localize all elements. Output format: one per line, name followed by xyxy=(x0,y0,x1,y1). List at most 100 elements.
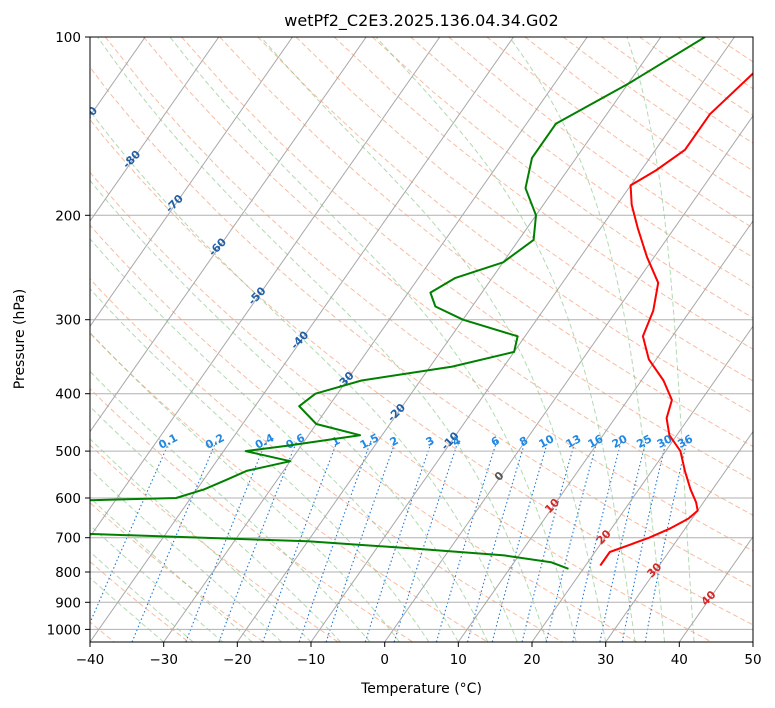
mixing-ratio-line xyxy=(185,440,267,642)
dry-adiabat xyxy=(90,332,488,642)
mixing-ratio-line xyxy=(491,440,549,642)
x-tick-label: 40 xyxy=(671,652,688,668)
dry-adiabat xyxy=(143,37,753,516)
y-tick-label: 900 xyxy=(55,595,81,611)
isotherm-line xyxy=(90,37,293,328)
isotherm-label: -80 xyxy=(120,148,143,172)
isotherm-label: 30 xyxy=(644,560,664,580)
isotherm-label: -30 xyxy=(334,369,357,393)
dry-adiabats xyxy=(90,37,753,642)
x-tick-label: −40 xyxy=(76,652,105,668)
moist-adiabat xyxy=(90,238,459,642)
y-tick-label: 400 xyxy=(55,387,81,403)
dry-adiabat xyxy=(90,502,264,642)
mixing-ratio-label: 0.1 xyxy=(156,431,179,452)
moist-adiabat xyxy=(90,331,400,642)
y-axis-label: Pressure (hPa) xyxy=(12,289,28,389)
mixing-ratio-line xyxy=(521,440,576,642)
x-tick-label: 30 xyxy=(597,652,614,668)
pressure-grid xyxy=(90,37,753,630)
temperature-profile xyxy=(599,71,753,567)
moist-adiabat xyxy=(90,497,253,642)
isotherm-line xyxy=(163,37,588,642)
moist-adiabat xyxy=(90,468,282,642)
y-tick-label: 300 xyxy=(55,313,81,329)
moist-adiabats xyxy=(90,37,695,642)
isotherm-line xyxy=(531,325,753,642)
mixing-ratio-label: 25 xyxy=(634,432,654,451)
mixing-ratio-line xyxy=(325,440,397,642)
moist-adiabat xyxy=(90,179,489,642)
isotherm-label: 20 xyxy=(594,527,614,547)
dry-adiabat xyxy=(104,37,753,552)
dry-adiabat xyxy=(90,560,190,642)
isotherm-line xyxy=(90,37,514,642)
mixing-ratio-line xyxy=(364,440,433,642)
mixing-ratio-label: 20 xyxy=(610,432,630,451)
mixing-ratio-line xyxy=(131,440,218,642)
dry-adiabat xyxy=(410,37,753,289)
mixing-ratio-line xyxy=(572,440,622,642)
moist-adiabat xyxy=(375,37,636,642)
mixing-ratio-label: 30 xyxy=(655,432,675,451)
dry-adiabat xyxy=(90,278,563,642)
mixing-ratio-label: 0.2 xyxy=(203,431,226,452)
x-axis: −40 −30 −20 −10 0 10 20 30 40 50 xyxy=(76,642,762,668)
mixing-ratio-label: 6 xyxy=(489,434,502,449)
isotherm-line xyxy=(90,37,441,538)
dry-adiabat xyxy=(333,37,753,350)
y-tick-label: 1000 xyxy=(47,622,81,638)
isotherm-label: -40 xyxy=(288,328,311,352)
mixing-ratio-line xyxy=(545,440,598,642)
y-tick-label: 600 xyxy=(55,491,81,507)
isotherm-line xyxy=(605,430,753,642)
isotherm-line xyxy=(678,535,753,642)
x-axis-label: Temperature (°C) xyxy=(360,681,482,697)
isotherm-line xyxy=(310,37,735,642)
plot-frame xyxy=(89,36,754,643)
x-tick-label: −10 xyxy=(297,652,326,668)
mixing-ratio-line xyxy=(298,440,372,642)
mixing-ratio-line xyxy=(393,440,459,642)
dry-adiabat xyxy=(372,37,753,319)
mixing-ratio-line xyxy=(262,440,339,642)
mixing-ratio-label: 1 xyxy=(329,434,342,449)
isotherm-line xyxy=(752,641,753,642)
profiles xyxy=(90,37,753,570)
mixing-ratio-label: 3 xyxy=(424,434,437,449)
mixing-ratio-label: 13 xyxy=(564,432,584,451)
dry-adiabat xyxy=(715,37,753,63)
y-tick-label: 100 xyxy=(55,30,81,46)
mixing-ratio-line xyxy=(435,440,498,642)
dry-adiabat xyxy=(90,66,753,588)
moist-adiabat xyxy=(90,551,194,642)
moist-adiabat xyxy=(97,37,548,642)
isotherm-line xyxy=(90,37,220,222)
isotherm-label: -20 xyxy=(385,401,408,425)
mixing-ratio-label: 10 xyxy=(537,432,557,451)
dry-adiabat xyxy=(677,37,753,90)
mixing-ratio-line xyxy=(466,440,526,642)
mixing-ratio-label: 36 xyxy=(675,432,695,451)
y-tick-label: 200 xyxy=(55,208,81,224)
x-tick-label: −30 xyxy=(149,652,178,668)
mixing-ratio-label: 16 xyxy=(586,432,606,451)
moist-adiabat xyxy=(626,37,695,642)
moist-adiabat xyxy=(260,37,607,642)
mixing-ratio-line xyxy=(599,440,647,642)
y-tick-label: 700 xyxy=(55,531,81,547)
y-axis: 100 200 300 400 500 600 700 800 900 1000 xyxy=(47,30,90,638)
moist-adiabat xyxy=(90,577,165,642)
dry-adiabat xyxy=(639,37,753,117)
mixing-ratio-label: 1.5 xyxy=(358,431,381,452)
dry-adiabat xyxy=(295,37,753,382)
isotherm-line xyxy=(0,37,72,642)
y-tick-label: 800 xyxy=(55,565,81,581)
dry-adiabat xyxy=(90,171,712,642)
isotherm-label: -90 xyxy=(77,104,100,128)
dewpoint-profile xyxy=(90,37,706,570)
isotherm-label: -70 xyxy=(163,192,186,216)
moist-adiabat xyxy=(90,110,518,642)
mixing-ratio-label: 0.6 xyxy=(284,431,308,452)
